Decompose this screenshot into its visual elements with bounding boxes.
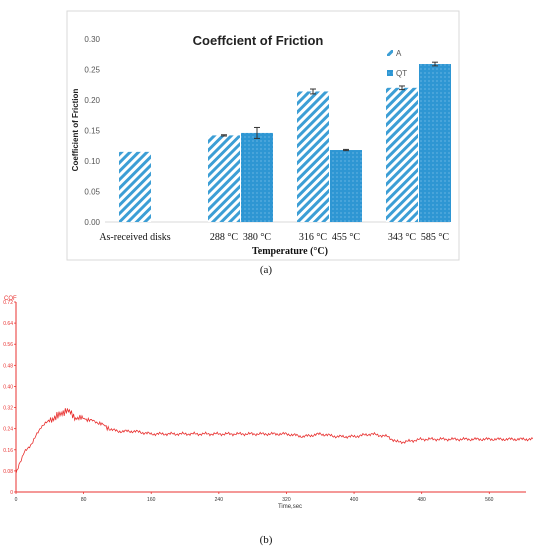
- bar-qt-6: [419, 64, 451, 222]
- bar-a-5: [386, 87, 418, 222]
- chart-b-ytick-label: 0.72: [3, 300, 13, 306]
- chart-b-ylabel: COF: [4, 296, 17, 302]
- chart-b-xtick-label: 320: [282, 497, 291, 503]
- caption-a: (a): [260, 264, 273, 276]
- bar-qt-4: [330, 150, 362, 222]
- line-chart-b: COF 0 0.08 0.16 0.24 0.32 0.40 0.48 0.56 0.64 0.7…: [3, 296, 533, 510]
- chart-b-ytick-label: 0.48: [3, 363, 13, 369]
- chart-b-ytick-label: 0.32: [3, 406, 13, 412]
- chart-b-ytick-label: 0.56: [3, 342, 13, 348]
- bar-a-1: [208, 135, 240, 222]
- chart-a-xtick-label: 455 °C: [332, 232, 360, 243]
- chart-b-xlabel: Time,sec: [278, 504, 302, 510]
- chart-b-xtick-label: 480: [418, 497, 427, 503]
- chart-a-group-label: As-received disks: [99, 232, 170, 243]
- chart-a-xtick-label: 288 °C: [210, 232, 238, 243]
- legend-label-a: A: [396, 49, 402, 58]
- chart-a-xtick-label: 343 °C: [388, 232, 416, 243]
- chart-b-ytick-label: 0.24: [3, 427, 13, 433]
- chart-a-ytick-label: 0.00: [84, 218, 100, 227]
- legend-swatch-qt: [387, 70, 393, 76]
- chart-b-ytick-label: 0.16: [3, 448, 13, 454]
- bar-a-0: [119, 151, 151, 222]
- bar-chart-a: Coeffcient of Friction Coefficient of Fr…: [66, 10, 460, 261]
- chart-b-xtick-label: 400: [350, 497, 359, 503]
- chart-b-ytick-label: 0.40: [3, 384, 13, 390]
- chart-a-ylabel: Coefficient of Friction: [71, 89, 80, 172]
- chart-a-xtick-label: 316 °C: [299, 232, 327, 243]
- chart-a-ytick-label: 0.10: [84, 157, 100, 166]
- legend-swatch-a: [387, 50, 393, 56]
- chart-b-ytick-label: 0.08: [3, 469, 13, 475]
- caption-b: (b): [260, 534, 273, 546]
- chart-b-ytick-label: 0.64: [3, 321, 13, 327]
- cof-time-line: [15, 408, 533, 474]
- chart-a-ytick-label: 0.05: [84, 188, 100, 197]
- chart-b-xtick-label: 240: [215, 497, 224, 503]
- chart-a-xtick-label: 380 °C: [243, 232, 271, 243]
- chart-a-legend: A QT: [387, 49, 407, 78]
- legend-label-qt: QT: [396, 69, 407, 78]
- chart-b-xtick-label: 0: [15, 497, 18, 503]
- chart-a-ytick-label: 0.25: [84, 66, 100, 75]
- chart-a-ytick-label: 0.30: [84, 35, 100, 44]
- chart-b-xtick-label: 160: [147, 497, 156, 503]
- bar-a-3: [297, 91, 329, 223]
- chart-b-ytick-label: 0: [10, 490, 13, 496]
- chart-a-ytick-label: 0.15: [84, 127, 100, 136]
- chart-a-xlabel: Temperature (°C): [252, 246, 328, 257]
- chart-b-xtick-label: 560: [485, 497, 494, 503]
- chart-a-title: Coeffcient of Friction: [193, 33, 324, 48]
- bar-qt-2: [241, 132, 273, 222]
- chart-b-xtick-label: 80: [81, 497, 87, 503]
- chart-a-xtick-label: 585 °C: [421, 232, 449, 243]
- chart-a-ytick-label: 0.20: [84, 96, 100, 105]
